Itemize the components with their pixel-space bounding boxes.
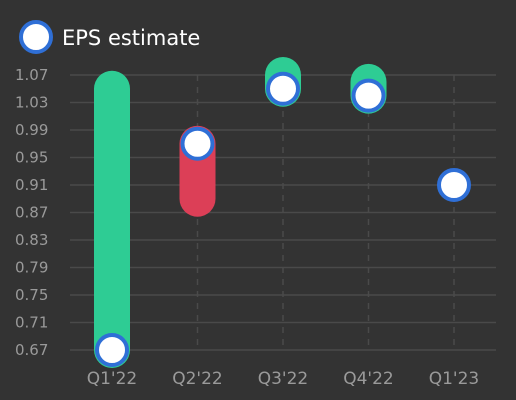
- x-tick-label: Q3'22: [258, 369, 309, 389]
- legend-marker: [19, 20, 53, 54]
- x-tick-label: Q1'23: [429, 369, 480, 389]
- y-tick-label: 0.75: [15, 286, 48, 304]
- x-tick-label: Q1'22: [87, 369, 138, 389]
- y-tick-label: 1.03: [15, 94, 48, 112]
- y-tick-label: 0.71: [15, 314, 48, 332]
- y-tick-label: 0.83: [15, 231, 48, 249]
- y-tick-label: 0.91: [15, 176, 48, 194]
- x-axis: Q1'22 Q2'22 Q3'22 Q4'22 Q1'23: [87, 369, 480, 389]
- y-tick-label: 0.87: [15, 204, 48, 222]
- y-tick-label: 0.95: [15, 149, 48, 167]
- y-tick-label: 0.79: [15, 259, 48, 277]
- y-axis: 1.07 1.03 0.99 0.95 0.91 0.87 0.83 0.79 0.75 0.71…: [15, 66, 48, 359]
- result-bar: [94, 70, 130, 368]
- x-tick-label: Q4'22: [343, 369, 394, 389]
- estimate-marker: [351, 78, 386, 113]
- estimate-marker: [437, 168, 471, 202]
- y-tick-label: 0.67: [15, 341, 48, 359]
- x-tick-label: Q2'22: [172, 369, 223, 389]
- grid: [70, 74, 496, 351]
- estimate-marker: [95, 333, 129, 367]
- y-tick-label: 1.07: [15, 66, 48, 84]
- estimate-marker: [266, 71, 300, 106]
- legend-label: EPS estimate: [62, 26, 200, 50]
- legend: EPS estimate: [19, 20, 200, 54]
- y-tick-label: 0.99: [15, 121, 48, 139]
- estimate-marker: [180, 126, 215, 161]
- markers: [95, 71, 471, 367]
